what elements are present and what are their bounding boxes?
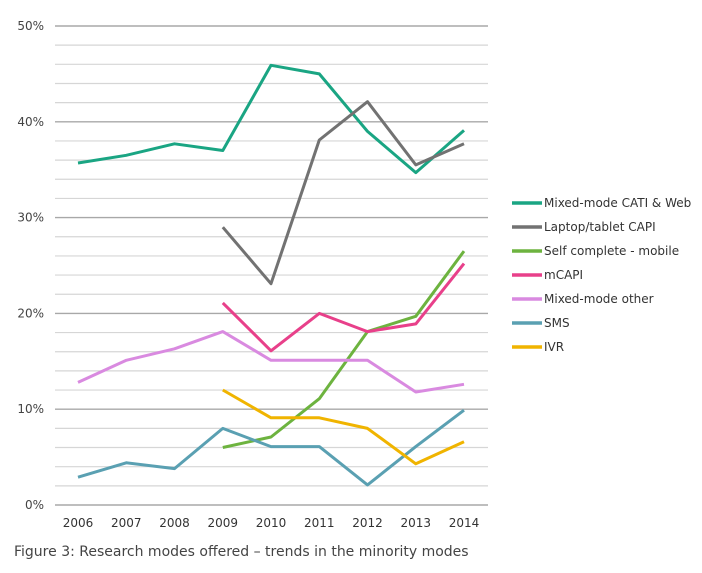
series-line — [221, 100, 465, 286]
figure-caption: Figure 3: Research modes offered – trend… — [14, 544, 469, 560]
x-axis: 2006 2007 2008 2009 2010 2011 2012 2013 2014 — [63, 516, 480, 530]
y-axis: 0% 10% 20% 30% 40% 50% — [17, 19, 44, 512]
x-tick-label: 2014 — [449, 516, 480, 530]
legend-label: IVR — [544, 340, 564, 354]
series-line — [77, 409, 465, 487]
grid — [55, 25, 488, 506]
x-tick-label: 2006 — [63, 516, 94, 530]
y-tick-label: 0% — [25, 498, 44, 512]
legend-label: Mixed-mode other — [544, 292, 654, 306]
series-line — [77, 63, 465, 175]
x-tick-label: 2011 — [304, 516, 335, 530]
legend: Mixed-mode CATI & Web Laptop/tablet CAPI S… — [512, 196, 691, 354]
series-line — [77, 330, 465, 394]
x-tick-label: 2013 — [400, 516, 431, 530]
x-tick-label: 2012 — [352, 516, 383, 530]
y-tick-label: 30% — [17, 211, 44, 225]
x-tick-label: 2007 — [111, 516, 142, 530]
legend-label: Mixed-mode CATI & Web — [544, 196, 691, 210]
legend-label: SMS — [544, 316, 570, 330]
y-tick-label: 50% — [17, 19, 44, 33]
x-tick-label: 2009 — [207, 516, 238, 530]
legend-label: Self complete - mobile — [544, 244, 679, 258]
series-line — [222, 388, 465, 466]
series-line — [222, 250, 466, 449]
y-tick-label: 40% — [17, 115, 44, 129]
series-line — [221, 262, 466, 353]
y-tick-label: 20% — [17, 306, 44, 320]
series-lines — [77, 63, 466, 487]
legend-label: mCAPI — [544, 268, 583, 282]
x-tick-label: 2008 — [159, 516, 190, 530]
x-tick-label: 2010 — [256, 516, 287, 530]
y-tick-label: 10% — [17, 402, 44, 416]
legend-label: Laptop/tablet CAPI — [544, 220, 656, 234]
